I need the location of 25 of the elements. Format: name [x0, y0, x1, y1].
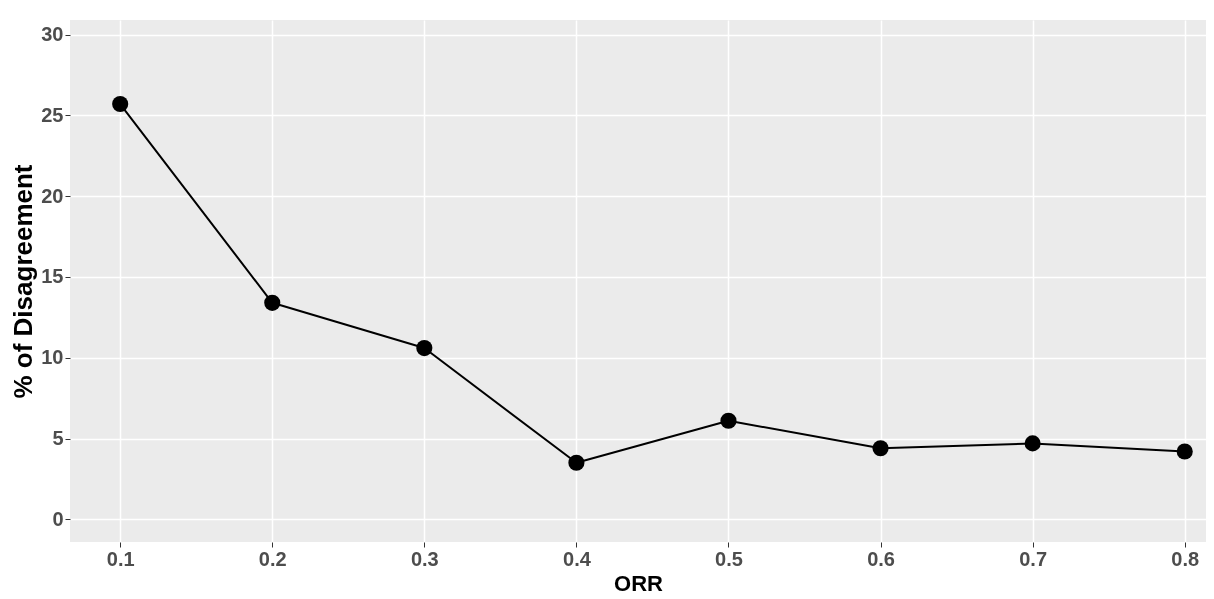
point: [416, 340, 433, 357]
point: [872, 440, 889, 457]
x-tick-label: 0.1: [106, 547, 135, 570]
point: [720, 412, 737, 429]
point: [264, 294, 281, 311]
x-axis-title: ORR: [614, 570, 664, 596]
x-tick-label: 0.5: [715, 547, 743, 570]
y-tick-label: 10: [41, 346, 64, 369]
x-tick-label: 0.2: [258, 547, 287, 570]
y-tick-label: 20: [41, 184, 64, 207]
point: [112, 95, 129, 113]
y-tick-label: 15: [41, 265, 64, 288]
y-tick-label: 5: [52, 427, 64, 450]
y-axis-title: % of Disagreement: [8, 164, 39, 399]
x-tick-label: 0.7: [1019, 547, 1048, 570]
y-tick-label: 25: [41, 103, 64, 126]
x-tick-label: 0.8: [1171, 547, 1200, 570]
y-tick-label: 30: [41, 23, 64, 46]
point: [1024, 435, 1041, 452]
point: [568, 454, 585, 471]
x-tick-label: 0.4: [563, 547, 592, 570]
x-tick-label: 0.3: [410, 547, 439, 570]
point: [1176, 443, 1193, 460]
x-tick-label: 0.6: [867, 547, 895, 570]
y-tick-label: 0: [52, 507, 64, 530]
